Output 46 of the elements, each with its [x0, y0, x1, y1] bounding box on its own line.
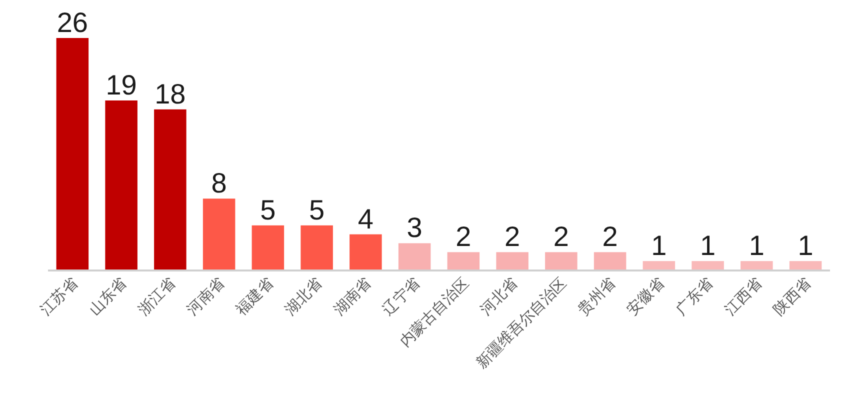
bar	[105, 100, 138, 270]
data-label: 1	[798, 230, 814, 262]
x-tick-label: 贵州省	[574, 274, 619, 319]
data-label: 1	[700, 230, 716, 262]
x-tick-label: 河南省	[183, 274, 228, 319]
bar	[740, 261, 773, 270]
bar	[202, 198, 236, 270]
x-tick-label: 江苏省	[36, 274, 82, 319]
x-tick-label: 浙江省	[134, 274, 180, 319]
bar	[545, 252, 578, 270]
data-label: 2	[553, 221, 569, 252]
x-tick-label: 河北省	[476, 274, 522, 319]
bar	[594, 252, 626, 270]
bar	[447, 252, 480, 270]
data-label: 1	[748, 230, 764, 262]
data-label: 4	[358, 203, 374, 234]
data-label: 26	[56, 7, 88, 38]
data-label: 18	[154, 78, 186, 110]
bar	[496, 252, 528, 270]
x-tick-label: 陕西省	[770, 274, 814, 319]
data-label: 5	[309, 194, 325, 226]
data-label: 3	[406, 212, 422, 244]
bar	[642, 261, 676, 270]
data-label: 2	[504, 221, 520, 252]
x-tick-label: 辽宁省	[378, 274, 424, 319]
bar	[789, 261, 822, 270]
x-tick-label: 湖北省	[281, 274, 326, 319]
data-label: 2	[456, 221, 472, 252]
bar	[56, 38, 89, 270]
bar	[154, 109, 186, 270]
x-tick-label: 广东省	[672, 274, 717, 319]
data-label: 2	[602, 221, 618, 252]
data-label: 1	[651, 230, 667, 262]
bar	[300, 225, 333, 270]
x-tick-label: 江西省	[720, 274, 766, 319]
x-tick-label: 福建省	[232, 274, 277, 319]
x-tick-label: 安徽省	[623, 274, 668, 319]
bar	[350, 234, 382, 270]
data-label: 5	[260, 194, 276, 226]
bar	[398, 243, 431, 270]
x-tick-label: 山东省	[86, 274, 130, 319]
x-tick-label: 湖南省	[330, 274, 375, 319]
data-label: 19	[106, 69, 137, 100]
bar	[692, 261, 724, 270]
bar	[252, 225, 284, 270]
data-label: 8	[211, 168, 227, 199]
